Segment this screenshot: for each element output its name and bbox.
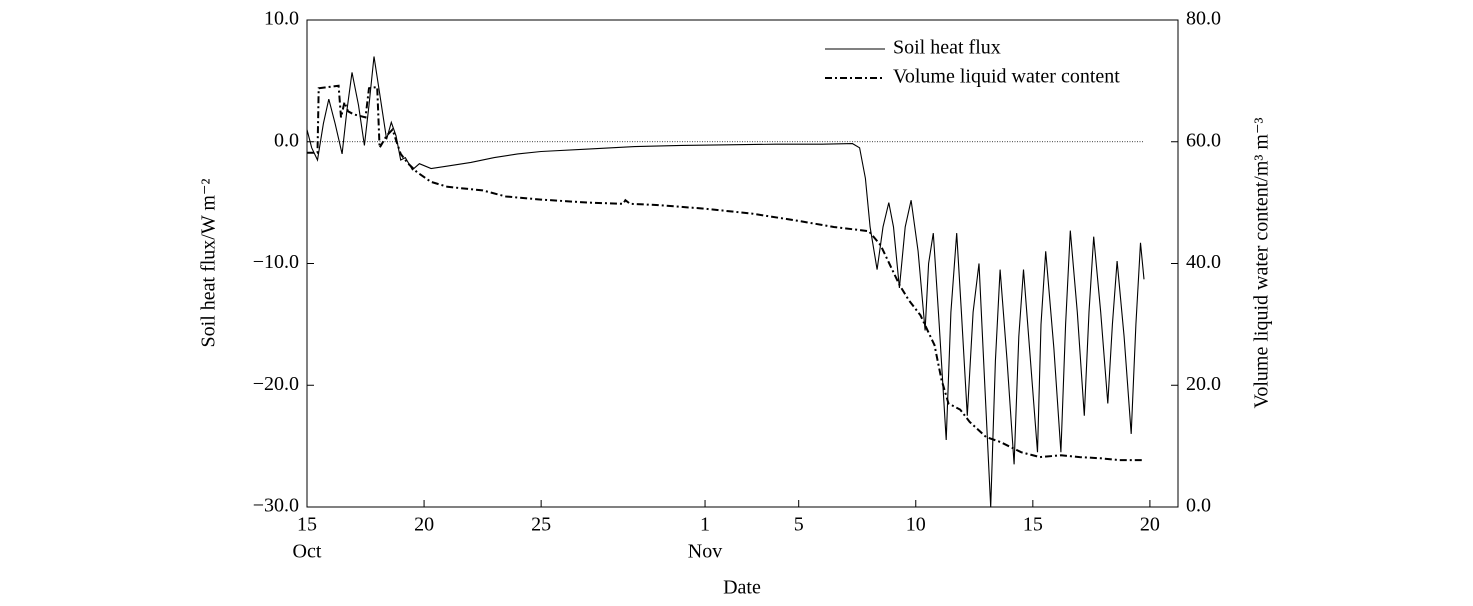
legend-label: Soil heat flux xyxy=(893,37,1001,59)
y-tick-label: −20.0 xyxy=(253,373,299,395)
y-tick-label: 10.0 xyxy=(264,8,299,30)
plot-frame xyxy=(306,19,1179,508)
x-month-label: Nov xyxy=(688,541,722,563)
y2-axis-label: Volume liquid water content/m³ m⁻³ xyxy=(1251,117,1273,408)
y-tick-label: −10.0 xyxy=(253,251,299,273)
x-tick-label: 20 xyxy=(1140,514,1160,536)
x-tick-label: 25 xyxy=(531,514,551,536)
y2-tick-label: 0.0 xyxy=(1186,495,1211,517)
y-tick-label: 0.0 xyxy=(274,129,299,151)
data-line xyxy=(307,84,1143,462)
x-tick-label: 15 xyxy=(1023,514,1043,536)
data-line xyxy=(306,56,1145,508)
x-axis-label: Date xyxy=(723,577,761,599)
legend-label: Volume liquid water content xyxy=(893,66,1120,88)
y2-tick-label: 80.0 xyxy=(1186,8,1221,30)
x-tick-label: 5 xyxy=(794,514,804,536)
x-tick-label: 10 xyxy=(906,514,926,536)
x-tick-label: 1 xyxy=(700,514,710,536)
y-axis-label: Soil heat flux/W m⁻² xyxy=(198,179,220,348)
y2-tick-label: 60.0 xyxy=(1186,129,1221,151)
y2-tick-label: 40.0 xyxy=(1186,251,1221,273)
y2-tick-label: 20.0 xyxy=(1186,373,1221,395)
x-tick-label: 20 xyxy=(414,514,434,536)
x-tick-label: 15 xyxy=(297,514,317,536)
x-month-label: Oct xyxy=(293,541,322,563)
y-tick-label: −30.0 xyxy=(253,495,299,517)
